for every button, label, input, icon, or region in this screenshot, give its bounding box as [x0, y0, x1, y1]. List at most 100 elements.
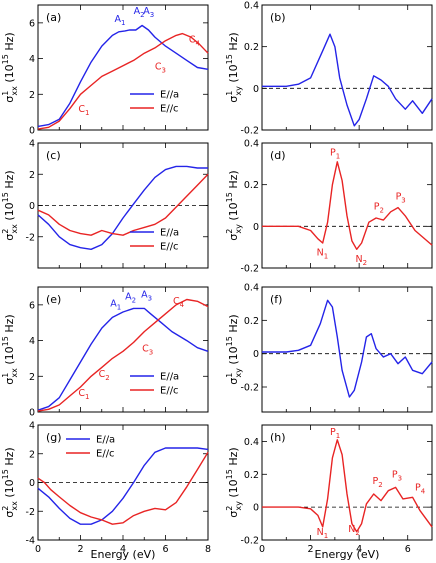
peak-annotation: A1 [115, 14, 126, 27]
x-tick-label: 2 [77, 544, 83, 555]
panel-e: 0 2 4 6 σ1xx (1015 Hz) (e) A1 A2 A3 C1 C2 C3 C4 E//a E… [1, 286, 209, 419]
y-axis-label: σ1xx (1015 Hz) [1, 314, 19, 384]
y-axis-label: σ2xx (1015 Hz) [1, 170, 19, 240]
plot-frame [261, 424, 433, 541]
series-line [262, 439, 433, 533]
plot-frame [261, 4, 433, 131]
series-line [37, 32, 209, 130]
y-tick-label: 2 [29, 170, 35, 181]
y-tick-label: 0 [253, 84, 259, 95]
peak-annotation: P4 [415, 483, 426, 496]
panel-d: -0.2 0 0.2 0.4 σ2xy (1015 Hz) (d) P1 N1 N2 P2 P3 [225, 139, 433, 275]
y-tick-label: -0.2 [240, 126, 259, 137]
peak-annotation: P1 [330, 148, 340, 161]
peak-annotation: P2 [374, 202, 384, 215]
y-tick-label: 4 [29, 421, 35, 432]
peak-annotation: C2 [99, 369, 110, 382]
panel-label: (f) [270, 293, 282, 306]
y-tick-label: -2 [26, 507, 35, 518]
y-tick-label: 0.4 [244, 283, 259, 294]
x-axis-label: Energy (eV) [315, 548, 380, 561]
x-tick-label: 0 [259, 544, 265, 555]
peak-annotation: A2 [125, 292, 136, 305]
peak-annotation: N2 [348, 524, 360, 537]
panel-label: (h) [270, 431, 286, 444]
y-tick-label: 0.2 [244, 180, 259, 191]
x-tick-label: 8 [205, 544, 211, 555]
y-tick-label: 6 [29, 300, 35, 311]
y-tick-label: -2 [26, 232, 35, 243]
series-line [37, 298, 209, 412]
y-tick-label: 0 [253, 222, 259, 233]
legend-entry: E//c [160, 386, 179, 397]
panel-label: (c) [46, 149, 61, 162]
panel-g: 0 2 4 6 8 -4 -2 0 2 4 σ2xx (1015 Hz) (g) E//a E//c [1, 421, 211, 556]
y-axis-label: σ1xy (1015 Hz) [225, 32, 243, 102]
peak-annotation: C4 [189, 35, 201, 48]
peak-annotation: A3 [141, 290, 152, 303]
panel-label: (g) [46, 431, 62, 444]
y-tick-label: 0.2 [244, 470, 259, 481]
x-tick-label: 4 [356, 544, 362, 555]
y-tick-label: 0 [29, 408, 35, 419]
plot-frame [261, 286, 433, 413]
peak-annotation: C1 [78, 388, 89, 401]
series-line [37, 165, 208, 250]
peak-annotation: A1 [110, 299, 121, 312]
series-line [262, 161, 433, 250]
y-tick-label: 6 [29, 18, 35, 29]
panel-label: (b) [270, 11, 286, 24]
peak-annotation: N2 [356, 254, 368, 267]
y-tick-label: 4 [29, 139, 35, 150]
peak-annotation: C3 [155, 61, 166, 74]
y-tick-label: 0 [253, 349, 259, 360]
panel-c: -2 0 2 4 σ2xx (1015 Hz) (c) E//a E//c [1, 139, 209, 269]
x-axis-label: Energy (eV) [91, 548, 156, 561]
peak-annotation: P3 [396, 191, 406, 204]
x-tick-label: 2 [308, 544, 314, 555]
peak-annotation: P3 [392, 470, 402, 483]
series-line [37, 307, 209, 411]
y-tick-label: 0 [29, 201, 35, 212]
legend-entry: E//a [160, 228, 179, 239]
peak-annotation: C3 [142, 343, 153, 356]
y-tick-label: -0.2 [240, 264, 259, 275]
x-tick-label: 6 [162, 544, 168, 555]
legend-entry: E//a [96, 435, 115, 446]
peak-annotation: N1 [317, 527, 329, 540]
peak-annotation: A3 [143, 6, 154, 19]
y-tick-label: 0.4 [244, 1, 259, 12]
series-line [37, 173, 209, 236]
peak-annotation: P2 [373, 476, 383, 489]
y-tick-label: 4 [29, 336, 35, 347]
y-axis-label: σ2xx (1015 Hz) [1, 447, 19, 517]
y-axis-label: σ2xy (1015 Hz) [225, 447, 243, 517]
series-line [37, 447, 209, 525]
legend-entry: E//a [160, 90, 179, 101]
panel-b: -0.2 0 0.2 0.4 σ1xy (1015 Hz) (b) [225, 1, 433, 137]
panel-label: (d) [270, 149, 286, 162]
peak-annotation: A2 [134, 6, 145, 19]
peak-annotation: N1 [317, 248, 329, 261]
peak-annotation: C1 [78, 104, 89, 117]
y-tick-label: 0 [29, 478, 35, 489]
y-tick-label: 0.4 [244, 139, 259, 150]
x-tick-label: 6 [405, 544, 411, 555]
legend-entry: E//a [160, 372, 179, 383]
legend-entry: E//c [160, 242, 179, 253]
y-tick-label: -0.2 [240, 536, 259, 547]
y-tick-label: -4 [26, 536, 35, 547]
y-tick-label: 2 [29, 90, 35, 101]
y-tick-label: 0 [29, 126, 35, 137]
x-tick-label: 4 [120, 544, 126, 555]
series-line [262, 33, 433, 127]
y-tick-label: 0.4 [244, 437, 259, 448]
panel-label: (a) [46, 11, 61, 24]
y-tick-label: 2 [29, 449, 35, 460]
y-tick-label: 4 [29, 54, 35, 65]
series-line [37, 24, 209, 128]
x-tick-label: 0 [35, 544, 41, 555]
legend-entry: E//c [160, 104, 179, 115]
